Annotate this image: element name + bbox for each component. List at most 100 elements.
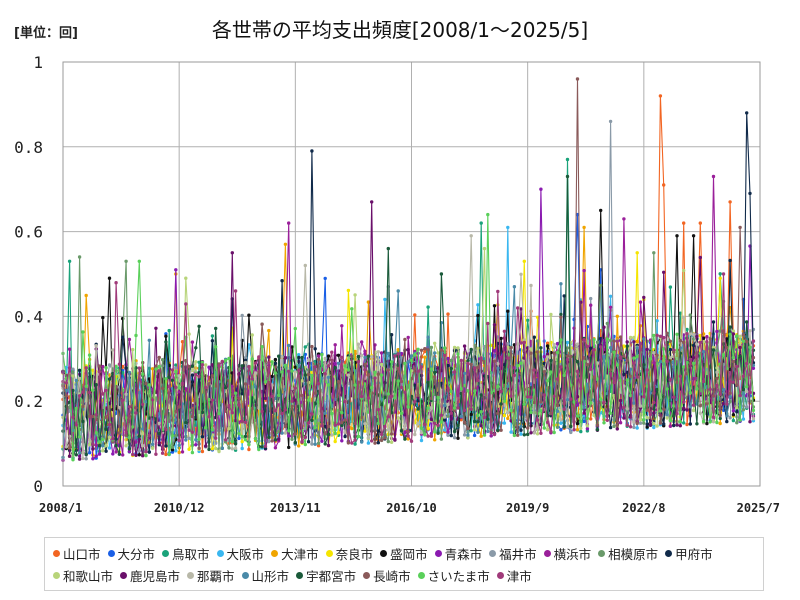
data-point — [579, 419, 583, 424]
data-point — [154, 364, 158, 368]
data-point — [506, 356, 510, 360]
data-point — [413, 400, 417, 404]
data-point — [230, 411, 234, 415]
data-point — [403, 426, 407, 431]
data-point — [452, 370, 457, 374]
data-point — [393, 396, 397, 400]
data-point — [194, 443, 198, 447]
data-point — [628, 346, 633, 350]
data-point — [575, 77, 580, 81]
data-point — [449, 366, 453, 371]
data-point — [751, 417, 756, 421]
data-point — [267, 435, 271, 439]
data-point — [297, 444, 301, 448]
data-point — [101, 444, 105, 448]
legend-item: 津市 — [496, 564, 532, 586]
data-point — [635, 346, 639, 350]
data-point — [94, 344, 98, 348]
data-point — [370, 439, 374, 443]
data-point — [87, 353, 92, 357]
legend-item: 和歌山市 — [53, 564, 113, 586]
data-point — [164, 340, 168, 344]
data-point — [429, 406, 434, 410]
data-point — [482, 415, 487, 420]
data-point — [297, 353, 301, 357]
legend-label: 大分市 — [117, 546, 156, 562]
data-point — [443, 353, 447, 358]
data-point — [585, 427, 590, 431]
data-point — [137, 449, 141, 453]
data-point — [313, 365, 317, 369]
data-point — [668, 419, 673, 423]
data-point — [741, 374, 746, 378]
data-point — [612, 380, 616, 385]
data-point — [748, 345, 752, 349]
data-point — [751, 339, 756, 343]
data-point — [340, 420, 344, 425]
data-point — [552, 351, 556, 355]
data-point — [184, 276, 188, 280]
data-point — [316, 444, 321, 448]
data-point — [416, 369, 420, 373]
data-point — [482, 246, 487, 251]
data-point — [137, 259, 141, 263]
unit-label: [単位：回] — [14, 26, 78, 41]
data-point — [250, 377, 254, 381]
data-point — [373, 376, 377, 380]
data-point — [207, 447, 211, 452]
data-point — [526, 395, 530, 399]
data-point — [154, 326, 158, 330]
data-point — [389, 440, 394, 444]
data-point — [277, 354, 281, 358]
data-point — [366, 354, 371, 359]
data-point — [326, 354, 331, 358]
data-point — [638, 421, 643, 425]
data-point — [353, 438, 357, 442]
data-point — [164, 377, 168, 381]
data-point — [632, 420, 636, 424]
data-point — [615, 423, 619, 428]
data-point — [615, 427, 619, 431]
legend-marker-icon — [417, 571, 425, 579]
data-point — [718, 421, 722, 426]
data-point — [350, 307, 354, 311]
data-point — [585, 363, 590, 367]
data-point — [257, 355, 261, 359]
data-point — [645, 368, 649, 372]
data-point — [479, 221, 483, 225]
legend-marker-icon — [489, 549, 497, 557]
legend-label: 福井市 — [499, 546, 537, 562]
data-point — [316, 354, 321, 358]
data-point — [476, 378, 480, 383]
data-point — [353, 383, 357, 387]
data-point — [459, 414, 463, 418]
data-point — [426, 348, 430, 352]
data-point — [174, 268, 178, 272]
data-point — [718, 416, 722, 421]
data-point — [177, 390, 181, 394]
data-point — [579, 429, 583, 434]
data-point — [389, 394, 394, 398]
data-point — [223, 438, 228, 442]
data-point — [496, 411, 500, 416]
data-point — [423, 347, 427, 351]
data-point — [71, 388, 75, 393]
legend-label: 山形市 — [251, 568, 290, 584]
data-point — [678, 311, 682, 315]
data-point — [71, 367, 75, 371]
data-point — [214, 345, 218, 349]
data-point — [150, 367, 155, 371]
data-point — [227, 403, 231, 408]
data-point — [293, 326, 297, 331]
data-point — [310, 412, 314, 416]
data-point — [469, 234, 473, 238]
legend-label: 大津市 — [281, 546, 319, 562]
data-point — [582, 413, 586, 418]
data-point — [476, 313, 480, 318]
data-point — [370, 355, 374, 359]
data-point — [479, 393, 483, 397]
data-point — [496, 366, 500, 370]
data-point — [642, 418, 646, 422]
data-point — [247, 365, 251, 369]
data-point — [403, 361, 407, 366]
